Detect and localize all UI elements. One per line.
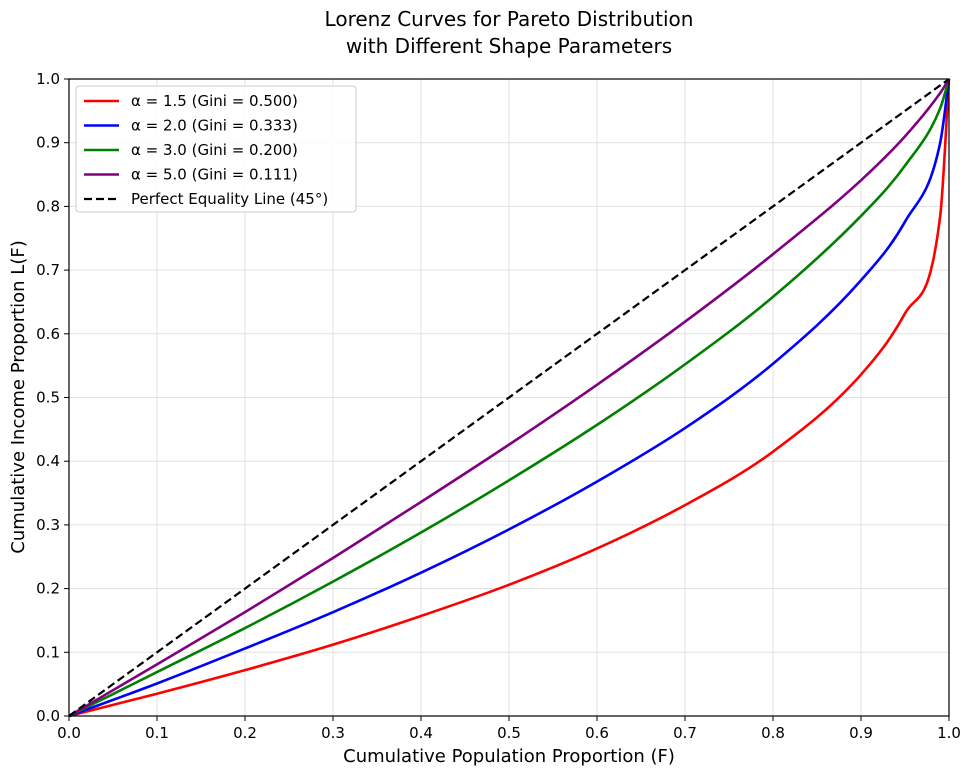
x-tick-label: 0.7 (673, 724, 697, 742)
x-tick-label: 0.4 (409, 724, 433, 742)
y-tick-label: 0.3 (36, 516, 60, 534)
series-line-4 (68, 78, 950, 717)
legend: α = 1.5 (Gini = 0.500) α = 2.0 (Gini = 0.… (75, 85, 357, 213)
legend-label-2: α = 3.0 (Gini = 0.200) (131, 141, 298, 159)
y-tick-label: 0.1 (36, 643, 60, 661)
y-axis-ticks: 0.0 0.1 0.2 0.3 0.4 0.5 0.6 0.7 0.8 0.9 1.0 (36, 70, 69, 725)
x-axis-label: Cumulative Population Proportion (F) (343, 746, 675, 767)
x-tick-label: 0.0 (57, 724, 81, 742)
x-tick-label: 0.9 (849, 724, 873, 742)
x-tick-label: 0.3 (321, 724, 345, 742)
chart-title-line-2: with Different Shape Parameters (346, 34, 672, 58)
series-line-1 (68, 78, 951, 718)
x-axis-ticks: 0.0 0.1 0.2 0.3 0.4 0.5 0.6 0.7 0.8 0.9 1.0 (57, 716, 961, 742)
y-tick-label: 0.4 (36, 452, 60, 470)
series-line-0 (68, 78, 951, 718)
legend-label-0: α = 1.5 (Gini = 0.500) (131, 92, 298, 110)
series-line-2 (68, 78, 951, 718)
x-tick-label: 0.5 (497, 724, 521, 742)
y-tick-label: 0.8 (36, 197, 60, 215)
series-line-3 (68, 78, 951, 718)
y-axis-label: Cumulative Income Proportion L(F) (8, 240, 29, 553)
legend-box (75, 85, 357, 213)
legend-label-3: α = 5.0 (Gini = 0.111) (131, 166, 298, 184)
y-tick-label: 0.9 (36, 134, 60, 152)
y-tick-label: 0.0 (36, 707, 60, 725)
y-tick-label: 0.5 (36, 389, 60, 407)
y-tick-label: 1.0 (36, 70, 60, 88)
x-tick-label: 0.2 (233, 724, 257, 742)
x-tick-label: 0.8 (761, 724, 785, 742)
y-tick-label: 0.2 (36, 580, 60, 598)
x-tick-label: 1.0 (937, 724, 961, 742)
series-lines (68, 78, 951, 718)
y-tick-label: 0.6 (36, 325, 60, 343)
chart-title-line-1: Lorenz Curves for Pareto Distribution (325, 7, 694, 31)
legend-label-4: Perfect Equality Line (45°) (131, 190, 328, 208)
legend-label-1: α = 2.0 (Gini = 0.333) (131, 117, 298, 135)
x-tick-label: 0.6 (585, 724, 609, 742)
y-tick-label: 0.7 (36, 261, 60, 279)
x-tick-label: 0.1 (145, 724, 169, 742)
